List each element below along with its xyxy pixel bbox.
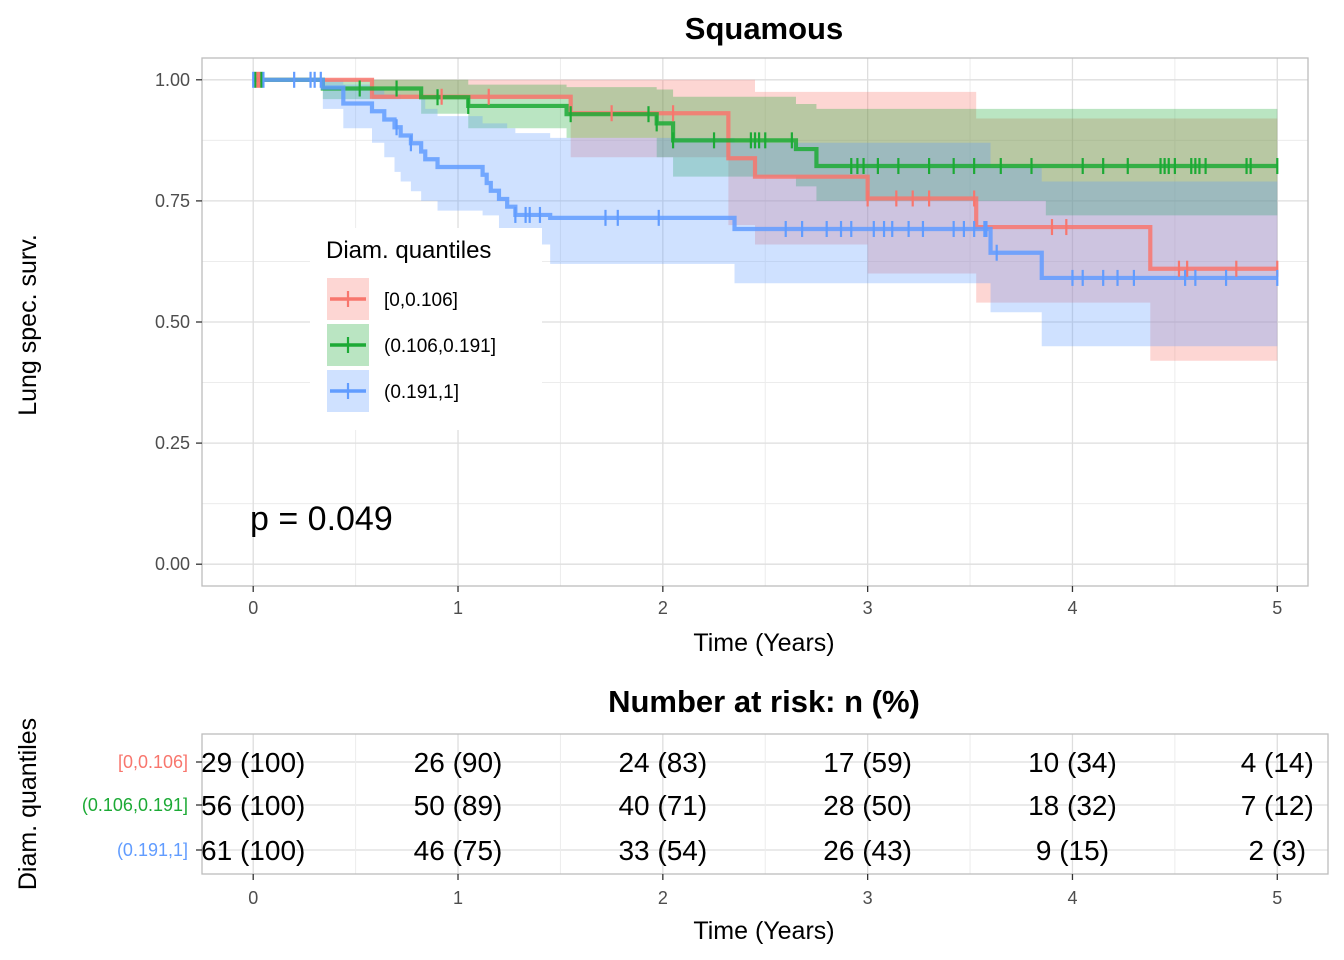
p-value-label: p = 0.049 [250,500,393,538]
risk-table-cell: 46 (75) [414,835,503,866]
y-tick-label: 0.50 [155,312,190,332]
x-tick-label: 1 [453,598,463,618]
chart-title: Squamous [685,11,843,46]
risk-table-cell: 9 (15) [1036,835,1109,866]
risk-y-axis-title: Diam. quantiles [14,718,42,890]
risk-row-labels: [0,0.106] (0.106,0.191] (0.191,1] [82,752,202,860]
legend: Diam. quantiles [0,0.106] (0.106,0.191] (0… [310,228,542,430]
risk-grid [202,734,1328,874]
x-tick-label: 3 [863,598,873,618]
y-tick-label: 1.00 [155,70,190,90]
legend-label: [0,0.106] [384,290,458,311]
risk-table-cell: 29 (100) [201,747,305,778]
y-tick-label: 0.75 [155,191,190,211]
risk-table-cell: 26 (43) [823,835,912,866]
legend-keys: [0,0.106] (0.106,0.191] (0.191,1] [327,278,496,412]
x-axis-ticks: 0 1 2 3 4 5 [248,586,1282,618]
risk-table-cell: 61 (100) [201,835,305,866]
risk-x-axis-ticks: 0 1 2 3 4 5 [248,874,1282,908]
risk-table-cell: 33 (54) [618,835,707,866]
x-tick-label: 4 [1067,598,1077,618]
risk-table-cell: 56 (100) [201,790,305,821]
survival-line [253,77,1278,271]
legend-label: (0.191,1] [384,382,459,403]
legend-title: Diam. quantiles [326,237,491,264]
y-axis-title: Lung spec. surv. [14,234,42,416]
risk-x-tick-label: 4 [1067,888,1077,908]
risk-x-tick-label: 2 [658,888,668,908]
risk-table-title: Number at risk: n (%) [608,684,920,719]
risk-table-cell: 50 (89) [414,790,503,821]
risk-panel-border [201,733,1329,875]
risk-row-label: (0.106,0.191] [82,795,188,815]
risk-row-label: [0,0.106] [118,752,188,772]
risk-table-cell: 26 (90) [414,747,503,778]
confidence-band [253,79,1278,361]
legend-label: (0.106,0.191] [384,336,496,357]
x-tick-label: 2 [658,598,668,618]
y-tick-label: 0.00 [155,554,190,574]
censor-marks [252,71,1279,286]
x-tick-label: 0 [248,598,258,618]
risk-x-tick-label: 3 [863,888,873,908]
x-axis-title: Time (Years) [693,629,834,657]
y-axis-ticks: 0.00 0.25 0.50 0.75 1.00 [155,70,202,574]
y-tick-label: 0.25 [155,433,190,453]
risk-table-cell: 7 (12) [1241,790,1314,821]
risk-row-label: (0.191,1] [117,840,188,860]
risk-table-cells: 29 (100) 26 (90) 24 (83) 17 (59) 10 (34) 4 (1… [201,747,1314,866]
risk-table-cell: 18 (32) [1028,790,1117,821]
risk-table-cell: 40 (71) [618,790,707,821]
risk-x-axis-title: Time (Years) [693,917,834,945]
risk-table-cell: 17 (59) [823,747,912,778]
risk-table-cell: 10 (34) [1028,747,1117,778]
risk-table-cell: 2 (3) [1248,835,1306,866]
risk-table-cell: 4 (14) [1241,747,1314,778]
x-tick-label: 5 [1272,598,1282,618]
confidence-band [253,79,1278,347]
risk-table-cell: 28 (50) [823,790,912,821]
risk-x-tick-label: 0 [248,888,258,908]
survival-line [253,77,1278,281]
risk-table-cell: 24 (83) [618,747,707,778]
risk-x-tick-label: 5 [1272,888,1282,908]
risk-x-tick-label: 1 [453,888,463,908]
